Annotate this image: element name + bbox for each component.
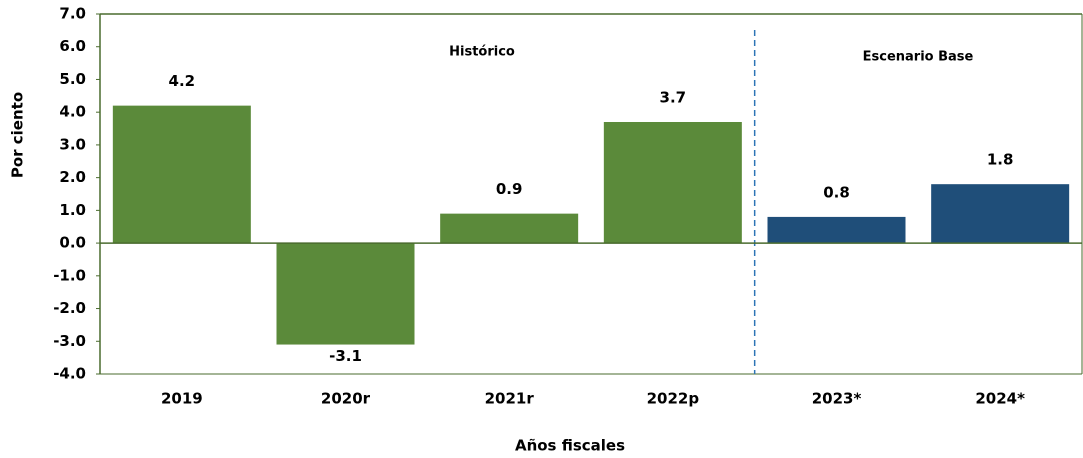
- y-tick-label: -1.0: [53, 266, 86, 284]
- y-tick-label: 6.0: [59, 37, 86, 55]
- y-tick-label: -3.0: [53, 332, 86, 350]
- y-tick-label: 7.0: [59, 5, 86, 23]
- y-tick-label: 4.0: [59, 103, 86, 121]
- bar: [276, 243, 415, 345]
- bar: [603, 122, 742, 244]
- y-axis-label: Por ciento: [9, 92, 27, 178]
- x-tick-label: 2019: [161, 390, 203, 408]
- y-tick-label: 2.0: [59, 168, 86, 186]
- x-tick-label: 2022p: [647, 390, 700, 408]
- x-tick-label: 2020r: [321, 390, 371, 408]
- bar: [767, 216, 906, 244]
- value-label: 0.8: [823, 183, 850, 201]
- x-tick-label: 2021r: [485, 390, 535, 408]
- y-tick-label: 0.0: [59, 234, 86, 252]
- x-tick-label: 2023*: [812, 390, 862, 408]
- x-tick-label: 2024*: [975, 390, 1025, 408]
- bar: [112, 105, 251, 244]
- y-tick-label: 3.0: [59, 135, 86, 153]
- y-tick-label: -2.0: [53, 299, 86, 317]
- y-tick-label: 5.0: [59, 70, 86, 88]
- x-axis-label: Años fiscales: [515, 437, 625, 455]
- value-label: -3.1: [329, 347, 362, 365]
- annotation: Escenario Base: [863, 50, 974, 65]
- y-tick-label: -4.0: [53, 365, 86, 383]
- value-label: 1.8: [987, 151, 1014, 169]
- annotation: Histórico: [449, 45, 515, 60]
- bar: [931, 184, 1070, 244]
- y-tick-label: 1.0: [59, 201, 86, 219]
- bar: [440, 213, 579, 244]
- value-label: 4.2: [169, 72, 196, 90]
- value-label: 3.7: [660, 89, 687, 107]
- value-label: 0.9: [496, 180, 523, 198]
